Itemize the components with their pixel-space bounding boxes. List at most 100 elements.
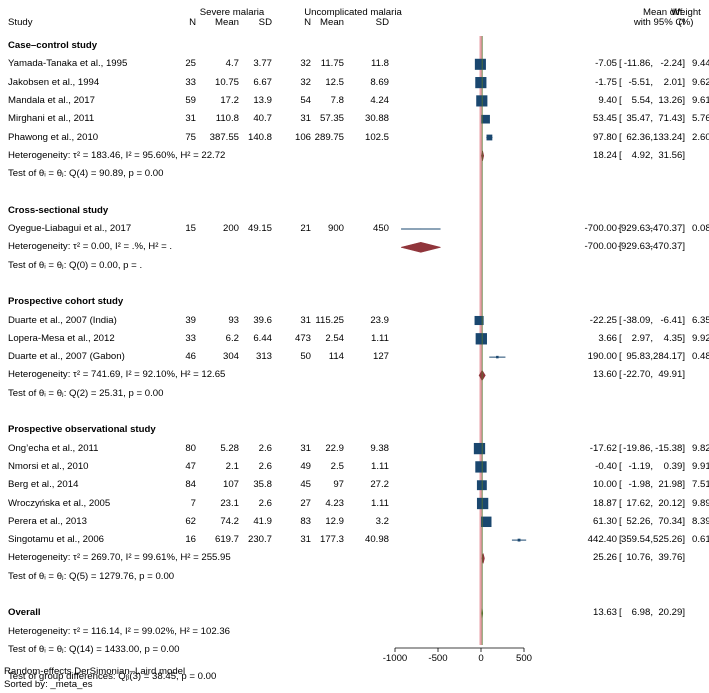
subgroup-heterogeneity: Heterogeneity: τ² = 0.00, I² = .%, H² = … xyxy=(8,241,173,253)
subgroup-effect: 25.26 xyxy=(592,552,617,564)
subgroup-effect: 18.24 xyxy=(592,149,617,161)
study-sd1: 313 xyxy=(255,351,272,363)
subgroup-heterogeneity: Heterogeneity: τ² = 183.46, I² = 95.60%,… xyxy=(8,149,226,161)
study-sd2: 23.9 xyxy=(370,314,389,326)
study-effect: 10.00 xyxy=(592,479,617,491)
study-sd1: 3.77 xyxy=(253,58,272,70)
study-ci-lower: -19.86, xyxy=(623,442,653,454)
study-name: Nmorsi et al., 2010 xyxy=(8,460,89,472)
study-ci-upper: 0.39] xyxy=(663,460,685,472)
study-effect: 9.40 xyxy=(598,94,617,106)
study-name: Yamada-Tanaka et al., 1995 xyxy=(8,58,128,70)
study-ci-lower: -1.19, xyxy=(628,460,653,472)
subgroup-ci-lower: -22.70, xyxy=(623,369,653,381)
study-sd1: 6.44 xyxy=(253,332,272,344)
group-differences-test: Test of group differences: Qᵦ(3) = 38.45… xyxy=(8,671,217,683)
subgroup-effect: -700.00 xyxy=(584,241,617,253)
subgroup-title: Cross-sectional study xyxy=(8,204,109,216)
study-ci-upper: 4.35] xyxy=(663,332,685,344)
study-effect: -0.40 xyxy=(595,460,617,472)
subgroup-homogeneity-test: Test of θᵢ = θⱼ: Q(4) = 90.89, p = 0.00 xyxy=(8,168,164,180)
subgroup-bracket: [ xyxy=(619,149,622,161)
subgroup-title: Prospective observational study xyxy=(8,424,156,436)
study-sd2: 450 xyxy=(372,223,389,234)
subgroup-ci-lower: 10.76, xyxy=(626,552,653,564)
study-m1: 387.55 xyxy=(209,131,239,143)
overall-ci-lower: 6.98, xyxy=(631,607,653,619)
study-name: Lopera-Mesa et al., 2012 xyxy=(8,332,115,344)
study-weight: 0.08 xyxy=(692,223,709,234)
study-m1: 2.1 xyxy=(225,460,239,472)
study-name: Jakobsen et al., 1994 xyxy=(8,76,100,88)
study-bracket: [ xyxy=(619,460,622,472)
subgroup-ci-upper: 31.56] xyxy=(658,149,685,161)
study-ci-upper: -470.37] xyxy=(649,223,685,234)
header-uncomplicated-group: Uncomplicated malaria xyxy=(304,7,402,18)
study-ci-lower: 2.97, xyxy=(631,332,653,344)
subgroup-ci-upper: 49.91] xyxy=(658,369,685,381)
study-m1: 23.1 xyxy=(220,497,239,509)
study-n2: 31 xyxy=(300,534,311,546)
study-m1: 74.2 xyxy=(220,515,239,527)
study-n2: 54 xyxy=(300,94,311,106)
study-name: Singotamu et al., 2006 xyxy=(8,534,105,546)
study-n1: 39 xyxy=(185,314,196,326)
x-tick-label: 0 xyxy=(478,653,484,664)
subgroup-ci-upper: 39.76] xyxy=(658,552,685,564)
study-effect: -700.00 xyxy=(584,223,617,234)
study-m2: 97 xyxy=(333,479,344,491)
study-m2: 11.75 xyxy=(320,58,344,70)
study-weight: 6.35 xyxy=(692,314,709,326)
study-ci-lower: 35.47, xyxy=(626,113,653,125)
study-weight: 9.61 xyxy=(692,94,709,106)
footnote-model: Random-effects DerSimonian–Laird model xyxy=(4,666,186,677)
study-sd1: 49.15 xyxy=(247,223,272,234)
study-ci-upper: 133.24] xyxy=(652,131,685,143)
study-sd2: 1.11 xyxy=(371,460,389,472)
study-bracket: [ xyxy=(619,113,622,125)
study-effect: 190.00 xyxy=(587,351,617,363)
subgroup-homogeneity-test: Test of θᵢ = θⱼ: Q(2) = 25.31, p = 0.00 xyxy=(8,387,164,399)
study-ci-upper: 525.26] xyxy=(652,534,685,546)
study-m2: 12.9 xyxy=(325,515,344,527)
study-sd2: 3.2 xyxy=(375,515,389,527)
study-bracket: [ xyxy=(619,58,622,70)
study-sd1: 40.7 xyxy=(253,113,272,125)
study-m1: 93 xyxy=(228,314,239,326)
study-marker xyxy=(486,134,493,141)
study-sd2: 9.38 xyxy=(370,442,389,454)
study-ci-lower: 52.26, xyxy=(626,515,653,527)
study-name: Berg et al., 2014 xyxy=(8,479,79,491)
study-m2: 289.75 xyxy=(314,131,344,143)
study-ci-lower: 95.83, xyxy=(626,351,653,363)
study-m2: 900 xyxy=(327,223,344,234)
study-ci-lower: -929.63, xyxy=(617,223,653,234)
study-n2: 45 xyxy=(300,479,311,491)
study-ci-upper: -2.24] xyxy=(660,58,685,70)
study-bracket: [ xyxy=(619,515,622,527)
study-ci-lower: -5.51, xyxy=(628,76,653,88)
study-m1: 110.8 xyxy=(215,113,239,125)
study-n1: 46 xyxy=(185,351,196,363)
study-ci-upper: 21.98] xyxy=(658,479,685,491)
study-bracket: [ xyxy=(619,223,622,234)
study-sd2: 30.88 xyxy=(364,113,389,125)
study-m2: 114 xyxy=(328,351,344,363)
study-sd2: 1.11 xyxy=(371,332,389,344)
header-col-sd2: SD xyxy=(375,17,389,28)
study-sd1: 2.6 xyxy=(258,497,272,509)
study-weight: 9.82 xyxy=(692,442,709,454)
study-n1: 15 xyxy=(185,223,196,234)
study-n2: 50 xyxy=(300,351,311,363)
study-m2: 7.8 xyxy=(330,94,344,106)
study-n1: 75 xyxy=(185,131,196,143)
study-n1: 59 xyxy=(185,94,196,106)
study-effect: 53.45 xyxy=(592,113,617,125)
study-ci-lower: 62.36, xyxy=(626,131,653,143)
study-bracket: [ xyxy=(619,332,622,344)
study-name: Oyegue-Liabagui et al., 2017 xyxy=(8,223,132,234)
study-ci-lower: -38.09, xyxy=(623,314,653,326)
footnote-sort: Sorted by: _meta_es xyxy=(4,679,93,690)
study-effect: 442.40 xyxy=(587,534,617,546)
study-weight: 7.51 xyxy=(692,479,709,491)
